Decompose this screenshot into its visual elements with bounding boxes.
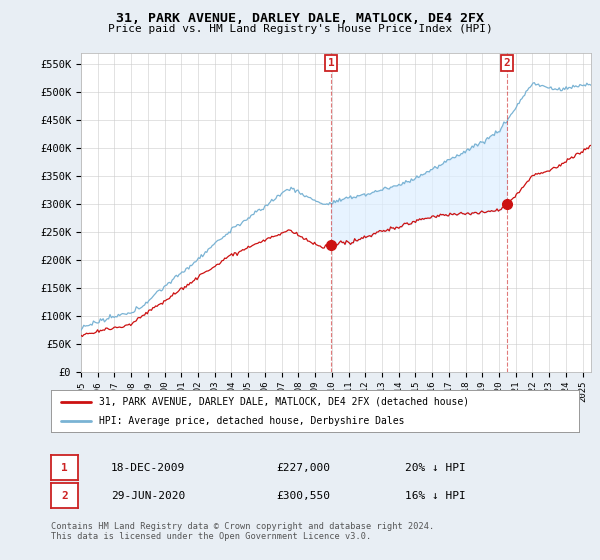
Text: 20% ↓ HPI: 20% ↓ HPI: [405, 463, 466, 473]
Text: 29-JUN-2020: 29-JUN-2020: [111, 491, 185, 501]
Text: Price paid vs. HM Land Registry's House Price Index (HPI): Price paid vs. HM Land Registry's House …: [107, 24, 493, 34]
Text: Contains HM Land Registry data © Crown copyright and database right 2024.
This d: Contains HM Land Registry data © Crown c…: [51, 522, 434, 542]
Text: 31, PARK AVENUE, DARLEY DALE, MATLOCK, DE4 2FX: 31, PARK AVENUE, DARLEY DALE, MATLOCK, D…: [116, 12, 484, 25]
Text: HPI: Average price, detached house, Derbyshire Dales: HPI: Average price, detached house, Derb…: [98, 416, 404, 426]
Text: 1: 1: [328, 58, 335, 68]
Text: £300,550: £300,550: [276, 491, 330, 501]
Text: £227,000: £227,000: [276, 463, 330, 473]
Text: 1: 1: [61, 463, 68, 473]
Text: 16% ↓ HPI: 16% ↓ HPI: [405, 491, 466, 501]
Text: 2: 2: [504, 58, 511, 68]
Text: 31, PARK AVENUE, DARLEY DALE, MATLOCK, DE4 2FX (detached house): 31, PARK AVENUE, DARLEY DALE, MATLOCK, D…: [98, 396, 469, 407]
Text: 2: 2: [61, 491, 68, 501]
Text: 18-DEC-2009: 18-DEC-2009: [111, 463, 185, 473]
